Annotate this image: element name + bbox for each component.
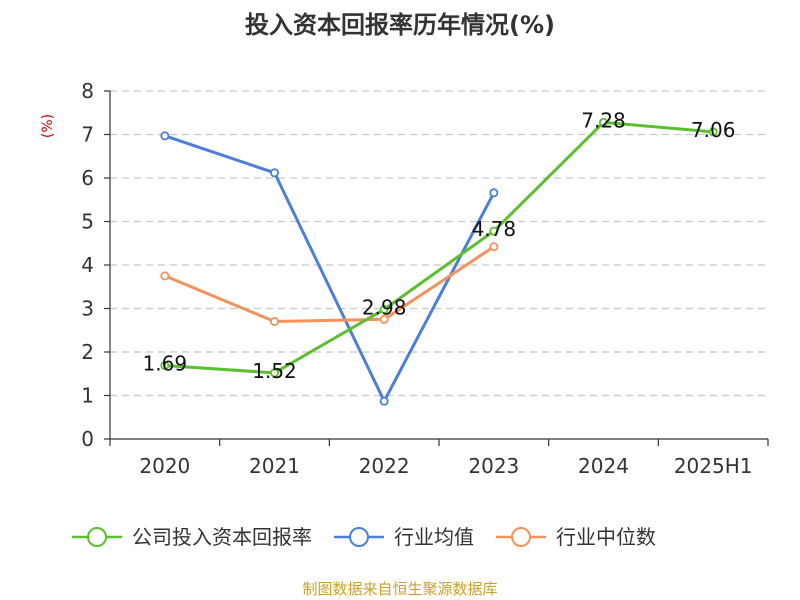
x-tick-label: 2024 <box>578 454 629 478</box>
chart-title: 投入资本回报率历年情况(%) <box>245 11 555 39</box>
y-axis-ticks: 0 1 2 3 4 5 6 7 8 <box>81 79 111 451</box>
legend-item-2[interactable]: 行业中位数 <box>496 525 656 549</box>
y-axis-label: (%) <box>40 114 56 138</box>
data-label: 2.98 <box>362 295 407 319</box>
legend-item-0[interactable]: 公司投入资本回报率 <box>72 525 312 549</box>
data-label: 1.69 <box>143 351 188 375</box>
data-label: 4.78 <box>472 217 517 241</box>
data-point <box>160 360 170 370</box>
data-point <box>269 368 279 378</box>
x-tick-label: 2020 <box>139 454 190 478</box>
series-line-0 <box>164 120 714 375</box>
data-point <box>269 317 279 327</box>
y-tick-label: 3 <box>81 297 94 321</box>
x-tick-label: 2022 <box>359 454 410 478</box>
data-point <box>160 131 170 141</box>
x-tick-label: 2025H1 <box>674 454 753 478</box>
data-point <box>489 242 499 252</box>
y-tick-label: 1 <box>81 384 94 408</box>
y-tick-label: 5 <box>81 210 94 234</box>
source-note: 制图数据来自恒生聚源数据库 <box>302 580 497 598</box>
legend-label: 行业中位数 <box>556 525 656 549</box>
y-tick-label: 2 <box>81 340 94 364</box>
data-point <box>379 396 389 406</box>
data-point <box>379 304 389 314</box>
data-point <box>489 188 499 198</box>
y-tick-label: 4 <box>81 253 94 277</box>
x-axis: 2020 2021 2022 2023 2024 2025H1 <box>109 438 769 478</box>
legend-label: 公司投入资本回报率 <box>132 525 312 549</box>
series-line-2 <box>164 245 495 324</box>
data-point <box>708 127 718 137</box>
legend-marker <box>511 527 531 547</box>
y-tick-label: 8 <box>81 79 94 103</box>
data-label: 7.28 <box>581 108 626 132</box>
y-tick-label: 6 <box>81 166 94 190</box>
series-line-1 <box>164 134 496 403</box>
data-point <box>160 271 170 281</box>
y-tick-label: 7 <box>81 123 94 147</box>
series-layer <box>160 117 718 406</box>
x-tick-label: 2021 <box>249 454 300 478</box>
legend-marker <box>349 527 369 547</box>
legend-item-1[interactable]: 行业均值 <box>334 525 474 549</box>
y-tick-label: 0 <box>81 427 94 451</box>
data-point <box>599 117 609 127</box>
legend-marker <box>87 527 107 547</box>
legend[interactable]: 公司投入资本回报率 行业均值 行业中位数 <box>72 525 656 549</box>
data-label: 1.52 <box>252 359 297 383</box>
data-label: 7.06 <box>691 118 736 142</box>
data-labels: 1.69 1.52 2.98 4.78 7.28 7.06 <box>143 108 736 383</box>
legend-label: 行业均值 <box>394 525 474 549</box>
x-tick-label: 2023 <box>468 454 519 478</box>
data-point <box>379 314 389 324</box>
data-point <box>489 226 499 236</box>
data-point <box>269 168 279 178</box>
grid <box>110 90 768 397</box>
